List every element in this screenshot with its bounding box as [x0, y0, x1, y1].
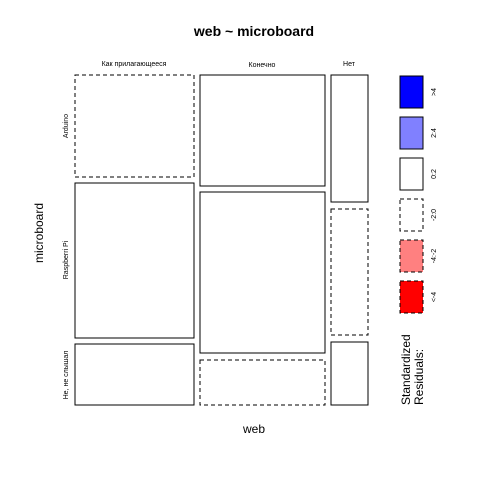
legend-swatch-2: [399, 157, 424, 191]
legend-title-line-2: Residuals:: [412, 349, 426, 405]
legend-label-0: >4: [431, 88, 438, 96]
y-axis-title: microboard: [32, 203, 46, 263]
chart-title: web ~ microboard: [193, 23, 314, 39]
mosaic-tile-1-0: [199, 74, 326, 187]
legend: >4 2:4 0:2 -2:0 -4:-2 <-4: [399, 75, 438, 314]
x-tick-label-0: Как прилагающееся: [102, 61, 167, 68]
mosaic-tile-0-1: [74, 182, 195, 339]
y-tick-label-2: Не, не слышал: [63, 351, 70, 400]
y-tick-label-0: Arduino: [63, 114, 70, 138]
legend-swatch-3: [399, 198, 424, 232]
x-axis-title: web: [242, 422, 265, 436]
legend-title-line-1: Standardized: [399, 334, 413, 405]
mosaic-cells: [74, 74, 369, 406]
x-tick-label-2: Нет: [343, 61, 356, 68]
mosaic-tile-2-1: [330, 208, 369, 336]
mosaic-tile-0-0: [74, 74, 195, 178]
mosaic-tile-0-2: [74, 343, 195, 406]
legend-label-3: -2:0: [431, 209, 438, 221]
legend-label-2: 0:2: [431, 169, 438, 179]
x-tick-label-1: Конечно: [249, 62, 276, 69]
y-tick-label-1: Raspberri Pi: [63, 240, 70, 279]
mosaic-tile-2-2: [330, 341, 369, 406]
mosaic-tile-2-0: [330, 74, 369, 203]
legend-swatch-1: [399, 116, 424, 150]
mosaic-tile-1-1: [199, 191, 326, 354]
legend-swatch-0: [399, 75, 424, 109]
legend-swatch-5: [399, 280, 424, 314]
legend-label-4: -4:-2: [431, 249, 438, 264]
legend-label-1: 2:4: [431, 128, 438, 138]
legend-label-5: <-4: [431, 292, 438, 302]
legend-swatch-4: [399, 239, 424, 273]
mosaic-tile-1-2: [199, 359, 326, 406]
